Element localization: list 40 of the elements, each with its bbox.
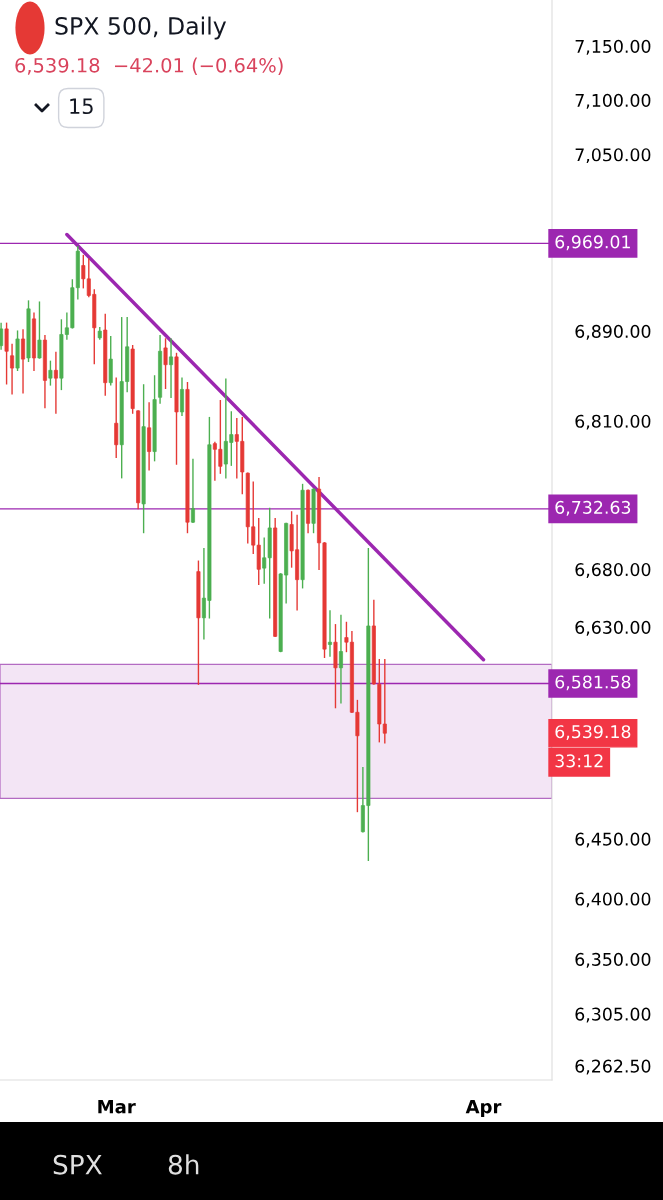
y-tick-label: 6,400.00 <box>575 892 651 908</box>
ref-line-label: 6,969.01 <box>555 235 630 251</box>
y-tick-label: 6,680.00 <box>575 563 651 578</box>
candlestick <box>163 338 168 389</box>
text: 6,539.18 <box>555 725 631 741</box>
candlestick <box>108 336 113 386</box>
candlestick <box>10 343 15 395</box>
y-tick-label: 6,262.50 <box>575 1059 651 1075</box>
candlestick <box>114 377 119 458</box>
y-tick-label: 6,450.00 <box>575 832 651 848</box>
text: 33:12 <box>555 754 603 768</box>
candlestick <box>53 351 58 414</box>
candlestick <box>338 614 343 704</box>
candlestick <box>21 329 26 394</box>
candlestick <box>37 301 42 359</box>
y-tick-label: 6,810.00 <box>575 414 651 430</box>
text: SPX 500, Daily <box>55 16 227 40</box>
candlestick <box>180 377 184 417</box>
x-tick-label: Apr <box>465 1100 502 1117</box>
text: 8h <box>168 1154 199 1175</box>
y-tick-label: 7,050.00 <box>575 148 651 164</box>
candlestick <box>4 322 9 385</box>
ref-line-label: 6,732.63 <box>555 500 631 516</box>
y-tick-label: 6,890.00 <box>575 324 651 340</box>
y-tick-label: 6,630.00 <box>575 620 651 636</box>
candlestick <box>147 402 152 471</box>
candlestick <box>48 360 53 386</box>
candlestick <box>0 322 4 350</box>
candlestick <box>190 458 195 523</box>
annotation: 15 <box>70 98 93 115</box>
ref-line-label: 6,581.58 <box>555 675 631 691</box>
y-tick-label: 6,305.00 <box>575 1007 651 1023</box>
candlestick <box>328 610 332 657</box>
text: SPX <box>53 1154 102 1175</box>
y-tick-label: 6,350.00 <box>575 952 651 968</box>
x-tick-label: Mar <box>98 1100 136 1114</box>
y-tick-label: 7,100.00 <box>575 93 651 109</box>
text: 6,539.18 −42.01 (−0.64%) <box>15 57 283 75</box>
y-tick-label: 7,150.00 <box>575 39 651 55</box>
candlestick <box>169 338 174 398</box>
